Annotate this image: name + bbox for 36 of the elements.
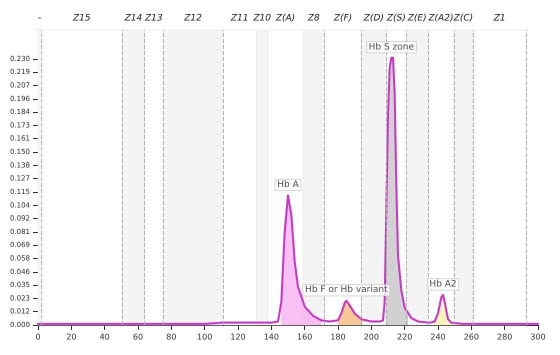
x-tick-label: 20 bbox=[66, 332, 76, 342]
band-label: Z10 bbox=[252, 13, 272, 24]
x-tick-label: 200 bbox=[364, 332, 379, 342]
band-label: Z11 bbox=[230, 13, 248, 24]
x-tick-label: 40 bbox=[100, 332, 110, 342]
band-label: Z(S) bbox=[386, 13, 406, 24]
x-tick-label: 60 bbox=[132, 332, 144, 342]
x-tick-label: 0 bbox=[35, 332, 41, 342]
band-label: Z(A2) bbox=[427, 13, 454, 24]
band-label: Z13 bbox=[144, 13, 163, 24]
annotation: Hb A bbox=[277, 180, 300, 190]
x-tick-label: 120 bbox=[230, 332, 246, 342]
x-tick-label: 220 bbox=[397, 332, 412, 342]
x-tick-label: 140 bbox=[264, 332, 279, 342]
band-label: Z14 bbox=[124, 13, 142, 24]
annotation: Hb A2 bbox=[429, 279, 457, 290]
band-label: Z(F) bbox=[332, 13, 352, 24]
x-tick-label: 100 bbox=[197, 332, 212, 342]
x-tick-label: 160 bbox=[297, 332, 312, 342]
band-label: Z15 bbox=[72, 13, 91, 24]
x-tick-label: 260 bbox=[464, 332, 479, 342]
x-tick-label: 180 bbox=[330, 332, 346, 342]
annotation: Hb F or Hb variant bbox=[305, 285, 388, 296]
band-label: Z(D) bbox=[362, 13, 384, 24]
band-label: Z8 bbox=[306, 13, 320, 24]
band-label: Z12 bbox=[183, 13, 202, 24]
band-label: Z1 bbox=[492, 13, 506, 24]
x-tick-label: 80 bbox=[166, 332, 176, 342]
x-tick-label: 280 bbox=[497, 332, 512, 342]
band-label: Z(C) bbox=[452, 13, 474, 24]
band-label: Z(A) bbox=[274, 13, 296, 24]
x-tick-label: 240 bbox=[430, 332, 446, 342]
band-label: Z(E) bbox=[406, 13, 427, 24]
annotation: Hb S zone bbox=[368, 42, 414, 52]
x-tick-label: 300 bbox=[530, 332, 546, 342]
band-label: - bbox=[38, 13, 42, 24]
